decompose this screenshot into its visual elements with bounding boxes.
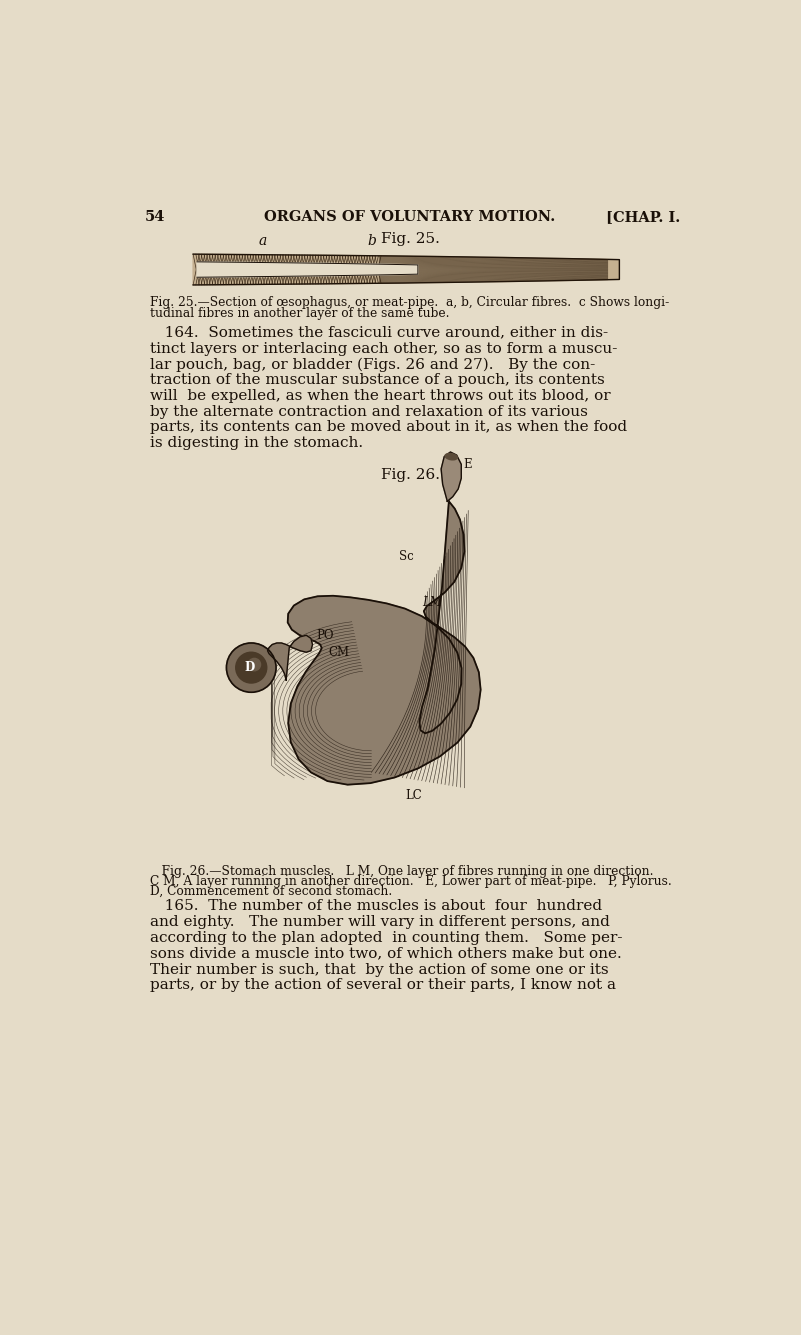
Text: by the alternate contraction and relaxation of its various: by the alternate contraction and relaxat…: [151, 405, 589, 419]
Polygon shape: [288, 502, 481, 785]
Circle shape: [235, 653, 267, 684]
Polygon shape: [268, 635, 312, 680]
Text: ORGANS OF VOLUNTARY MOTION.: ORGANS OF VOLUNTARY MOTION.: [264, 210, 556, 224]
Text: 54: 54: [145, 210, 166, 224]
Text: a: a: [259, 234, 267, 248]
Text: tudinal fibres in another layer of the same tube.: tudinal fibres in another layer of the s…: [151, 307, 450, 319]
Text: E: E: [464, 458, 473, 471]
Text: D, Commencement of second stomach.: D, Commencement of second stomach.: [151, 885, 392, 897]
Text: b: b: [367, 234, 376, 248]
Text: CM: CM: [328, 646, 350, 659]
Polygon shape: [193, 254, 619, 284]
Text: sons divide a muscle into two, of which others make but one.: sons divide a muscle into two, of which …: [151, 947, 622, 961]
Ellipse shape: [445, 454, 457, 459]
Text: PO: PO: [316, 629, 334, 642]
Text: traction of the muscular substance of a pouch, its contents: traction of the muscular substance of a …: [151, 372, 606, 387]
Text: LC: LC: [405, 789, 422, 802]
Text: C M, A layer running in another direction.   E, Lower part of meat-pipe.   P, Py: C M, A layer running in another directio…: [151, 874, 672, 888]
Text: parts, or by the action of several or their parts, I know not a: parts, or by the action of several or th…: [151, 979, 617, 992]
Text: parts, its contents can be moved about in it, as when the food: parts, its contents can be moved about i…: [151, 421, 628, 434]
Text: Sc: Sc: [399, 550, 413, 563]
Text: [CHAP. I.: [CHAP. I.: [606, 210, 680, 224]
Text: LM: LM: [422, 597, 441, 610]
Text: D: D: [244, 661, 255, 674]
Text: Fig. 25.—Section of œsophagus, or meat-pipe.  a, b, Circular fibres.  c Shows lo: Fig. 25.—Section of œsophagus, or meat-p…: [151, 296, 670, 310]
Text: Fig. 26.: Fig. 26.: [380, 469, 440, 482]
Text: Fig. 25.: Fig. 25.: [380, 232, 440, 246]
Polygon shape: [441, 453, 461, 502]
Circle shape: [248, 658, 260, 670]
Text: is digesting in the stomach.: is digesting in the stomach.: [151, 437, 364, 450]
Text: 165.  The number of the muscles is about  four  hundred: 165. The number of the muscles is about …: [151, 900, 602, 913]
Text: 164.  Sometimes the fasciculi curve around, either in dis-: 164. Sometimes the fasciculi curve aroun…: [151, 326, 609, 339]
Text: tinct layers or interlacing each other, so as to form a muscu-: tinct layers or interlacing each other, …: [151, 342, 618, 355]
Text: Their number is such, that  by the action of some one or its: Their number is such, that by the action…: [151, 963, 609, 976]
Circle shape: [227, 643, 276, 693]
Text: Fig. 26.—Stomach muscles.   L M, One layer of fibres running in one direction.: Fig. 26.—Stomach muscles. L M, One layer…: [151, 865, 654, 877]
Polygon shape: [197, 262, 418, 278]
Text: according to the plan adopted  in counting them.   Some per-: according to the plan adopted in countin…: [151, 930, 623, 945]
Text: and eighty.   The number will vary in different persons, and: and eighty. The number will vary in diff…: [151, 916, 610, 929]
Text: lar pouch, bag, or bladder (Figs. 26 and 27).   By the con-: lar pouch, bag, or bladder (Figs. 26 and…: [151, 358, 596, 371]
Text: will  be expelled, as when the heart throws out its blood, or: will be expelled, as when the heart thro…: [151, 388, 611, 403]
